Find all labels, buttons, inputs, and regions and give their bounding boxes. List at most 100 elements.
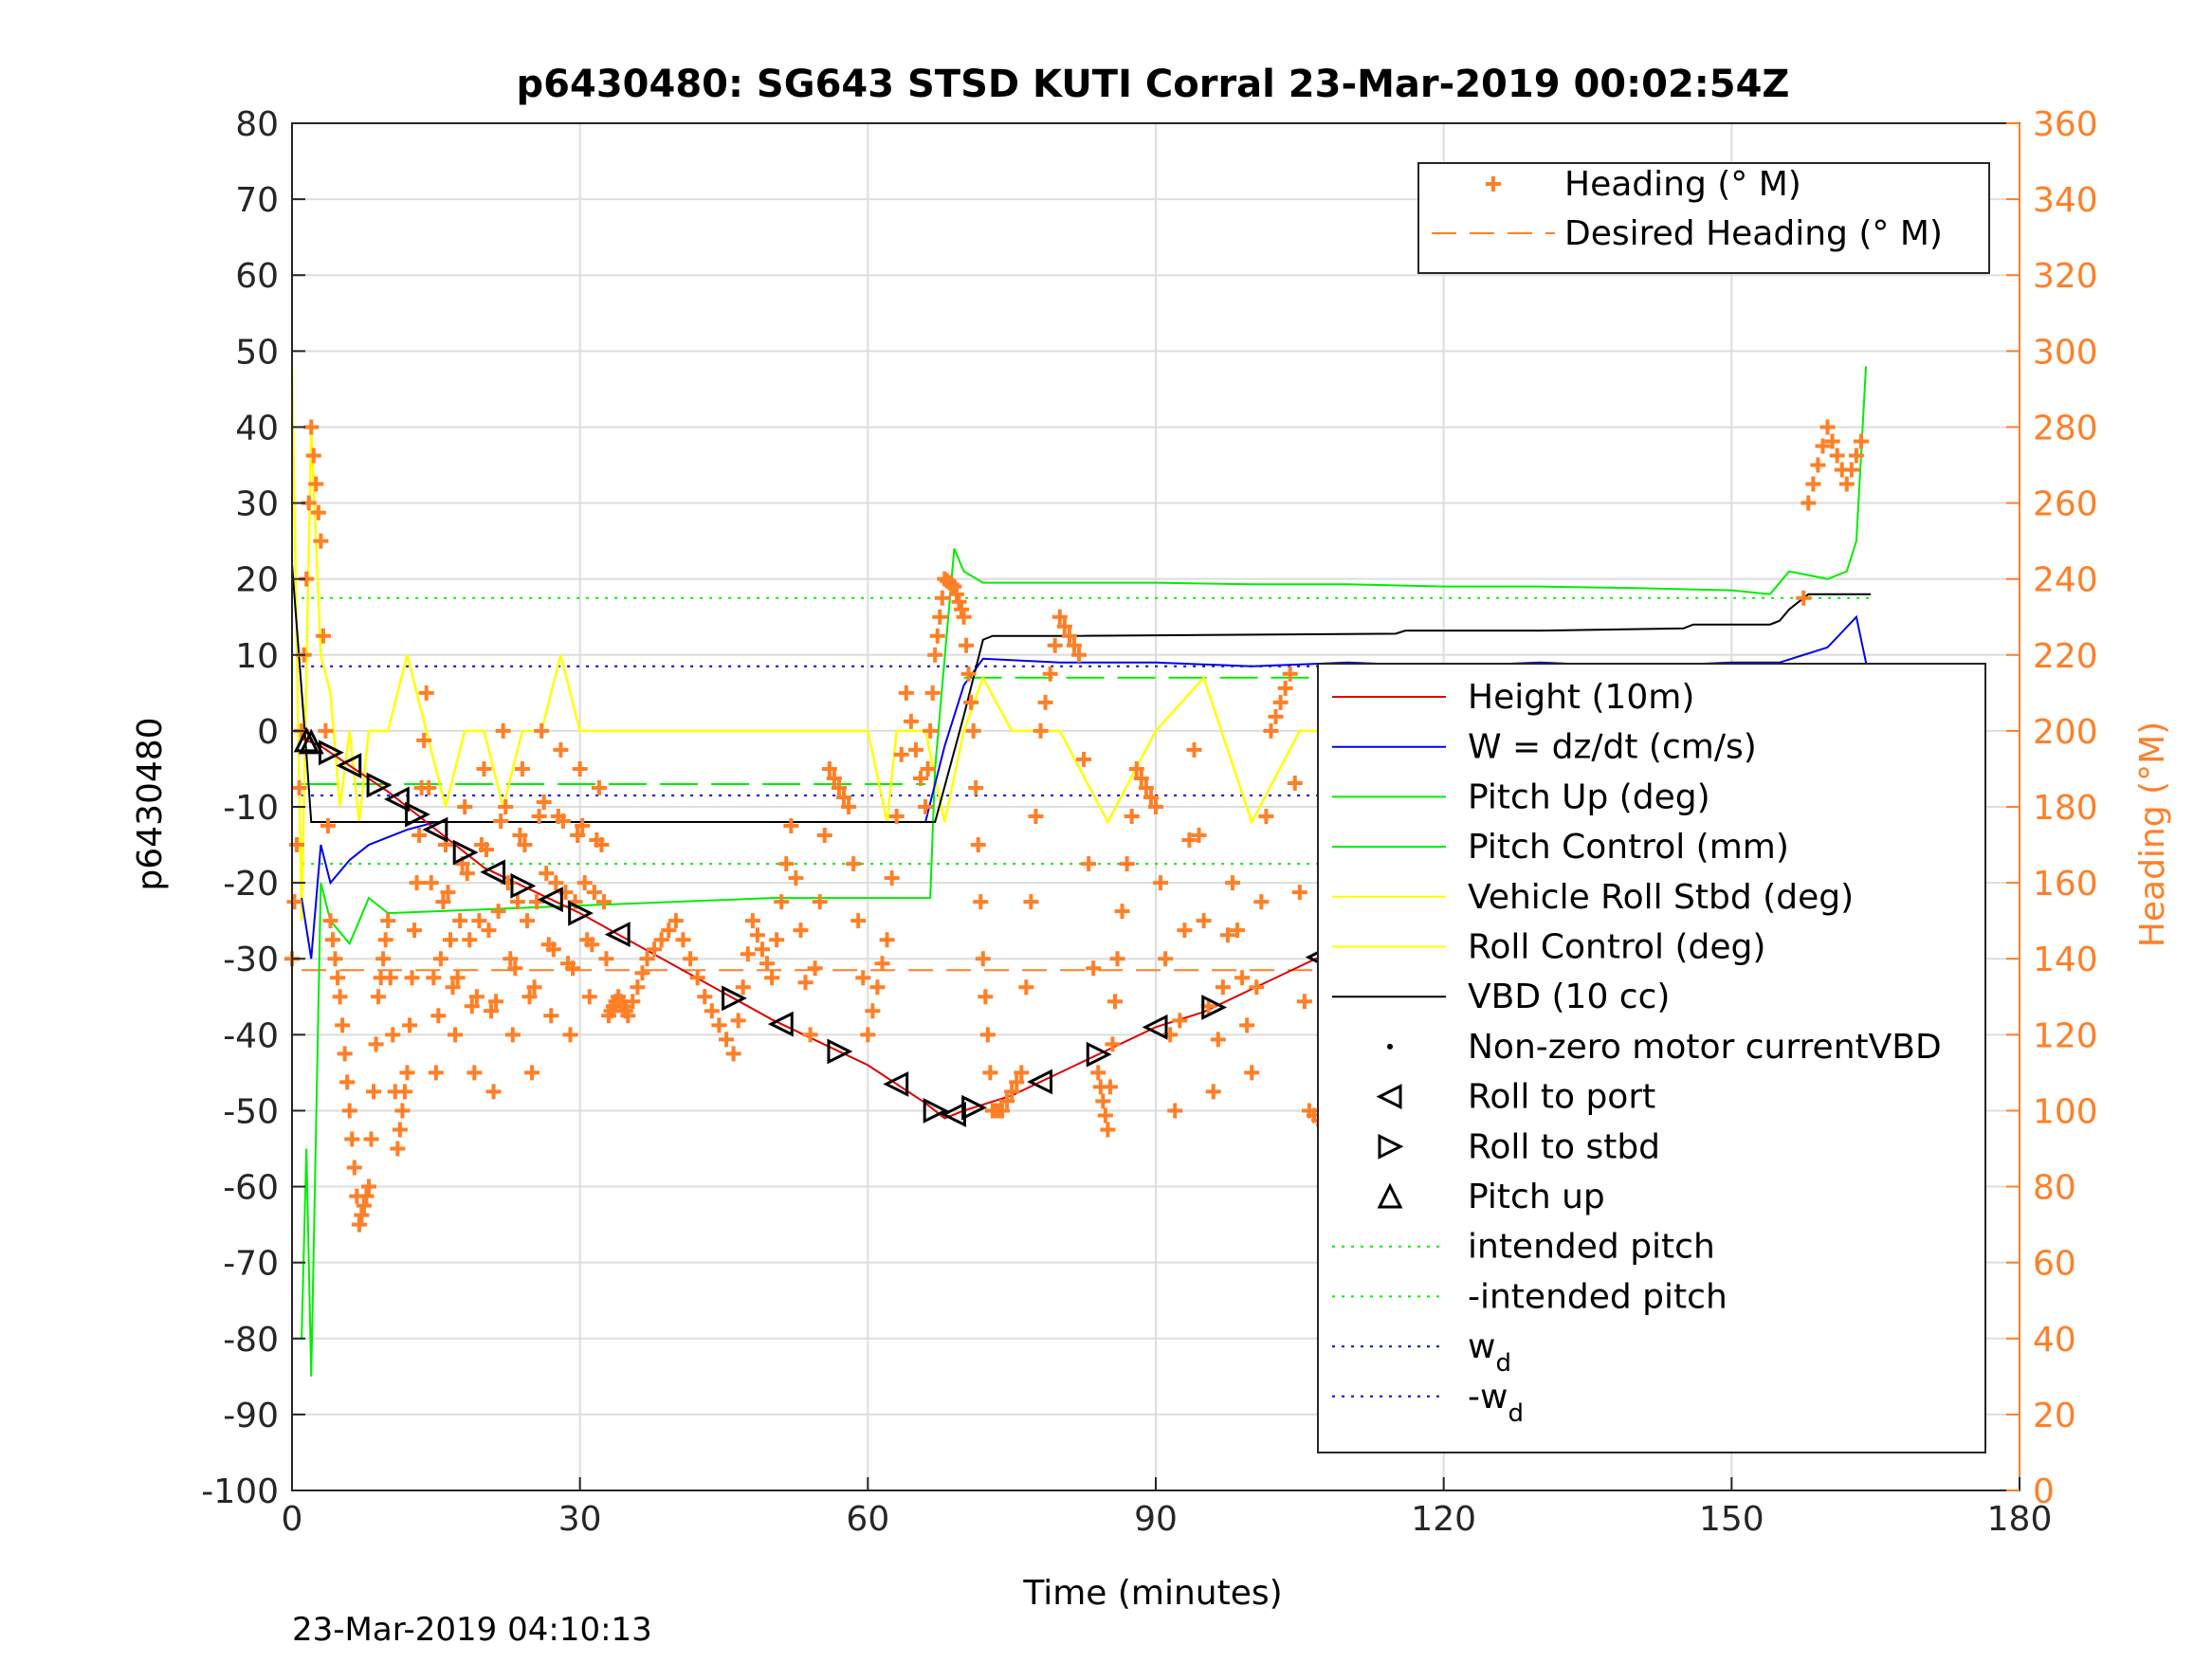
heading-marker — [797, 975, 814, 991]
heading-marker — [711, 1017, 727, 1033]
heading-marker — [1805, 476, 1821, 492]
legend-top-entry: Desired Heading (° M) — [1564, 214, 1943, 253]
heading-marker — [978, 989, 994, 1005]
heading-marker — [360, 1179, 376, 1195]
heading-marker — [826, 770, 842, 786]
heading-marker — [344, 1131, 360, 1147]
heading-marker — [493, 813, 509, 830]
heading-marker — [481, 923, 497, 939]
series-line-pitch-up-deg — [301, 366, 1868, 1377]
heading-marker — [1843, 462, 1859, 478]
heading-marker — [1086, 960, 1102, 977]
y-tick-label: -90 — [223, 1397, 279, 1435]
heading-marker — [821, 760, 837, 777]
heading-marker — [1028, 809, 1044, 825]
heading-marker — [924, 685, 941, 701]
heading-marker — [595, 894, 612, 910]
legend-main-entry: Roll to stbd — [1468, 1127, 1660, 1166]
heading-marker — [1815, 438, 1831, 454]
legend-swatch — [1378, 1133, 1404, 1160]
heading-marker — [354, 1207, 370, 1223]
heading-marker — [351, 1216, 367, 1233]
heading-marker — [1037, 694, 1053, 710]
legend-main-entry: intended pitch — [1468, 1228, 1715, 1267]
legend-top-box — [1417, 162, 1990, 274]
roll-to-port-marker — [1142, 1014, 1168, 1040]
chart-title: p6430480: SG643 STSD KUTI Corral 23-Mar-… — [517, 63, 1790, 106]
heading-marker — [490, 904, 506, 920]
heading-marker — [855, 970, 871, 986]
heading-marker — [1018, 979, 1034, 996]
heading-marker — [536, 794, 552, 810]
legend-main-entry: Pitch Control (mm) — [1468, 828, 1789, 867]
heading-marker — [1095, 1093, 1111, 1109]
y-tick-label: -50 — [223, 1092, 279, 1131]
heading-marker — [1219, 927, 1235, 943]
heading-marker — [639, 951, 655, 967]
heading-markers — [284, 419, 1869, 1233]
heading-marker — [927, 647, 943, 663]
heading-marker — [647, 941, 663, 958]
y-tick-label: -100 — [201, 1472, 279, 1511]
heading-marker — [598, 951, 614, 967]
heading-marker — [478, 842, 494, 858]
heading-marker — [375, 951, 392, 967]
heading-marker — [913, 770, 929, 786]
heading-marker — [418, 685, 434, 701]
heading-marker — [661, 923, 677, 939]
heading-marker — [1097, 1107, 1113, 1124]
y-tick-label: -10 — [223, 789, 279, 828]
legend-swatch — [1376, 1084, 1402, 1110]
heading-marker — [1224, 875, 1240, 891]
heading-marker — [888, 809, 905, 825]
heading-marker — [457, 799, 473, 814]
heading-marker — [1056, 618, 1072, 634]
heading-marker — [368, 1036, 384, 1052]
heading-marker — [570, 828, 586, 844]
heading-marker — [783, 818, 799, 834]
x-tick-label: 120 — [1411, 1500, 1476, 1539]
series-line-vbd-10-cc — [291, 563, 1872, 824]
heading-marker — [1249, 979, 1265, 996]
x-tick-label: 60 — [846, 1500, 889, 1539]
heading-marker — [539, 866, 555, 882]
heading-marker — [1033, 722, 1049, 739]
heading-marker — [1143, 789, 1159, 805]
y2-tick-label: 120 — [2033, 1016, 2098, 1055]
heading-marker — [315, 628, 331, 644]
heading-marker — [869, 979, 886, 996]
y-tick-label: -60 — [223, 1169, 279, 1208]
heading-marker — [363, 1131, 379, 1147]
y2-axis-label: Heading (°M) — [2133, 722, 2172, 947]
heading-marker — [443, 932, 459, 948]
heading-marker — [468, 989, 484, 1005]
heading-marker — [1853, 433, 1869, 449]
heading-marker — [519, 913, 535, 929]
heading-marker — [1191, 828, 1207, 844]
heading-marker — [979, 1027, 996, 1043]
roll-to-stbd-marker — [1086, 1041, 1112, 1068]
heading-marker — [860, 1027, 876, 1043]
heading-marker — [308, 476, 324, 492]
heading-marker — [512, 828, 528, 844]
heading-marker — [719, 1032, 735, 1048]
heading-marker — [918, 799, 934, 814]
heading-marker — [1234, 970, 1251, 986]
heading-marker — [1102, 1079, 1118, 1095]
heading-marker — [963, 694, 979, 710]
heading-marker — [377, 932, 393, 948]
heading-marker — [545, 941, 561, 958]
heading-marker — [401, 1017, 417, 1033]
y-tick-label: -40 — [223, 1016, 279, 1055]
heading-marker — [488, 994, 504, 1010]
heading-marker — [884, 870, 900, 886]
heading-marker — [432, 951, 448, 967]
heading-marker — [630, 979, 646, 996]
roll-to-stbd-marker — [961, 1094, 988, 1121]
heading-marker — [409, 875, 425, 891]
heading-marker — [1230, 923, 1246, 939]
heading-marker — [1009, 1074, 1025, 1090]
heading-marker — [929, 628, 945, 644]
heading-marker — [999, 1093, 1015, 1109]
